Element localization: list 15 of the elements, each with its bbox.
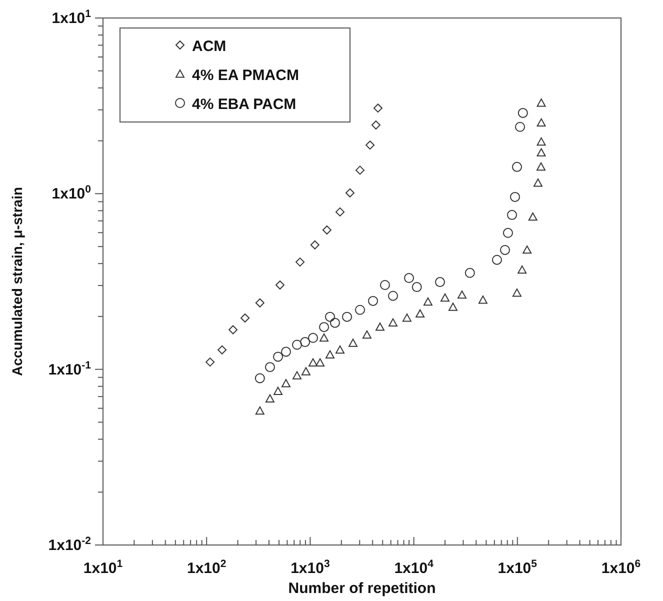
y-tick-label: 1x10$^{-2}$: [48, 535, 92, 554]
x-tick-label: 1x10$^{1}$: [83, 558, 123, 577]
legend-label: ACM: [192, 38, 226, 55]
x-tick-label: 1x10$^{3}$: [290, 558, 330, 577]
legend-label: 4% EBA PACM: [192, 96, 296, 113]
x-axis-title: Number of repetition: [288, 580, 436, 597]
y-tick-label: 1x10$^{1}$: [52, 8, 92, 27]
y-tick-label: 1x10$^{-1}$: [48, 359, 92, 378]
legend-label: 4% EA PMACM: [192, 67, 299, 84]
x-tick-label: 1x10$^{5}$: [498, 558, 538, 577]
y-tick-label: 1x10$^{0}$: [52, 184, 92, 203]
x-tick-label: 1x10$^{4}$: [394, 558, 434, 577]
y-axis-title: Accumulated strain, μ-strain: [9, 186, 25, 376]
x-tick-label: 1x10$^{6}$: [601, 558, 641, 577]
x-tick-label: 1x10$^{2}$: [186, 558, 226, 577]
